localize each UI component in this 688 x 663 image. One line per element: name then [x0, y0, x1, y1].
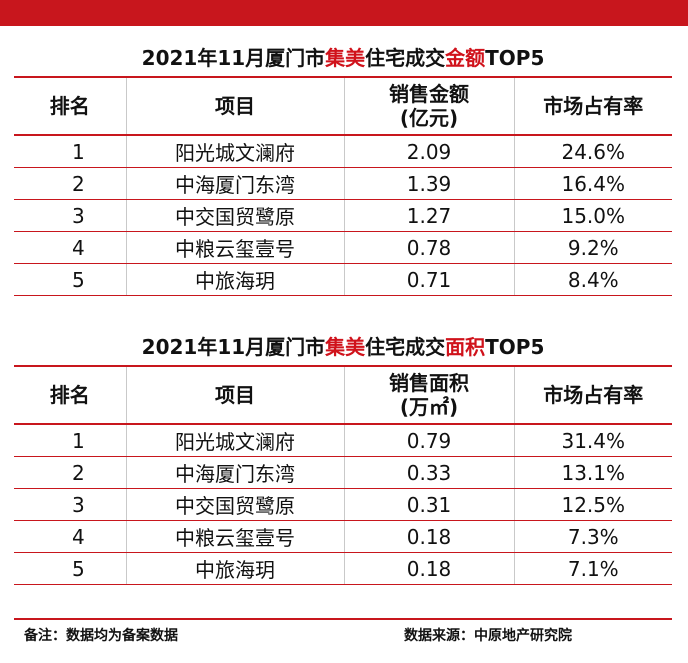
- table-row: 4 中粮云玺壹号 0.78 9.2%: [14, 231, 673, 264]
- bottom-divider: [14, 618, 672, 620]
- header-value: 销售面积 (万㎡): [344, 365, 515, 425]
- table-row: 2 中海厦门东湾 0.33 13.1%: [14, 456, 673, 489]
- area-top5-table: 2021年11月厦门市集美住宅成交面积TOP5 排名 项目 销售面积 (万㎡) 市…: [14, 325, 673, 585]
- table-row: 1 阳光城文澜府 0.79 31.4%: [14, 423, 673, 457]
- table-row: 3 中交国贸鹭原 1.27 15.0%: [14, 199, 673, 232]
- header-rank: 排名: [14, 365, 127, 425]
- table-row: 1 阳光城文澜府 2.09 24.6%: [14, 134, 673, 168]
- footer-source: 数据来源：中原地产研究院: [404, 628, 572, 644]
- header-project: 项目: [126, 76, 345, 136]
- table-row: 5 中旅海玥 0.71 8.4%: [14, 263, 673, 296]
- header-project: 项目: [126, 365, 345, 425]
- header-value: 销售金额 (亿元): [344, 76, 515, 136]
- header-rank: 排名: [14, 76, 127, 136]
- header-share: 市场占有率: [514, 365, 673, 425]
- footer-note: 备注：数据均为备案数据: [24, 628, 178, 644]
- table-title: 2021年11月厦门市集美住宅成交面积TOP5: [14, 325, 673, 367]
- table-row: 3 中交国贸鹭原 0.31 12.5%: [14, 488, 673, 521]
- table-row: 2 中海厦门东湾 1.39 16.4%: [14, 167, 673, 200]
- table-row: 4 中粮云玺壹号 0.18 7.3%: [14, 520, 673, 553]
- amount-top5-table: 2021年11月厦门市集美住宅成交金额TOP5 排名 项目 销售金额 (亿元) 市…: [14, 36, 673, 296]
- table-title: 2021年11月厦门市集美住宅成交金额TOP5: [14, 36, 673, 78]
- top-red-bar: [0, 0, 688, 26]
- table-row: 5 中旅海玥 0.18 7.1%: [14, 552, 673, 585]
- header-share: 市场占有率: [514, 76, 673, 136]
